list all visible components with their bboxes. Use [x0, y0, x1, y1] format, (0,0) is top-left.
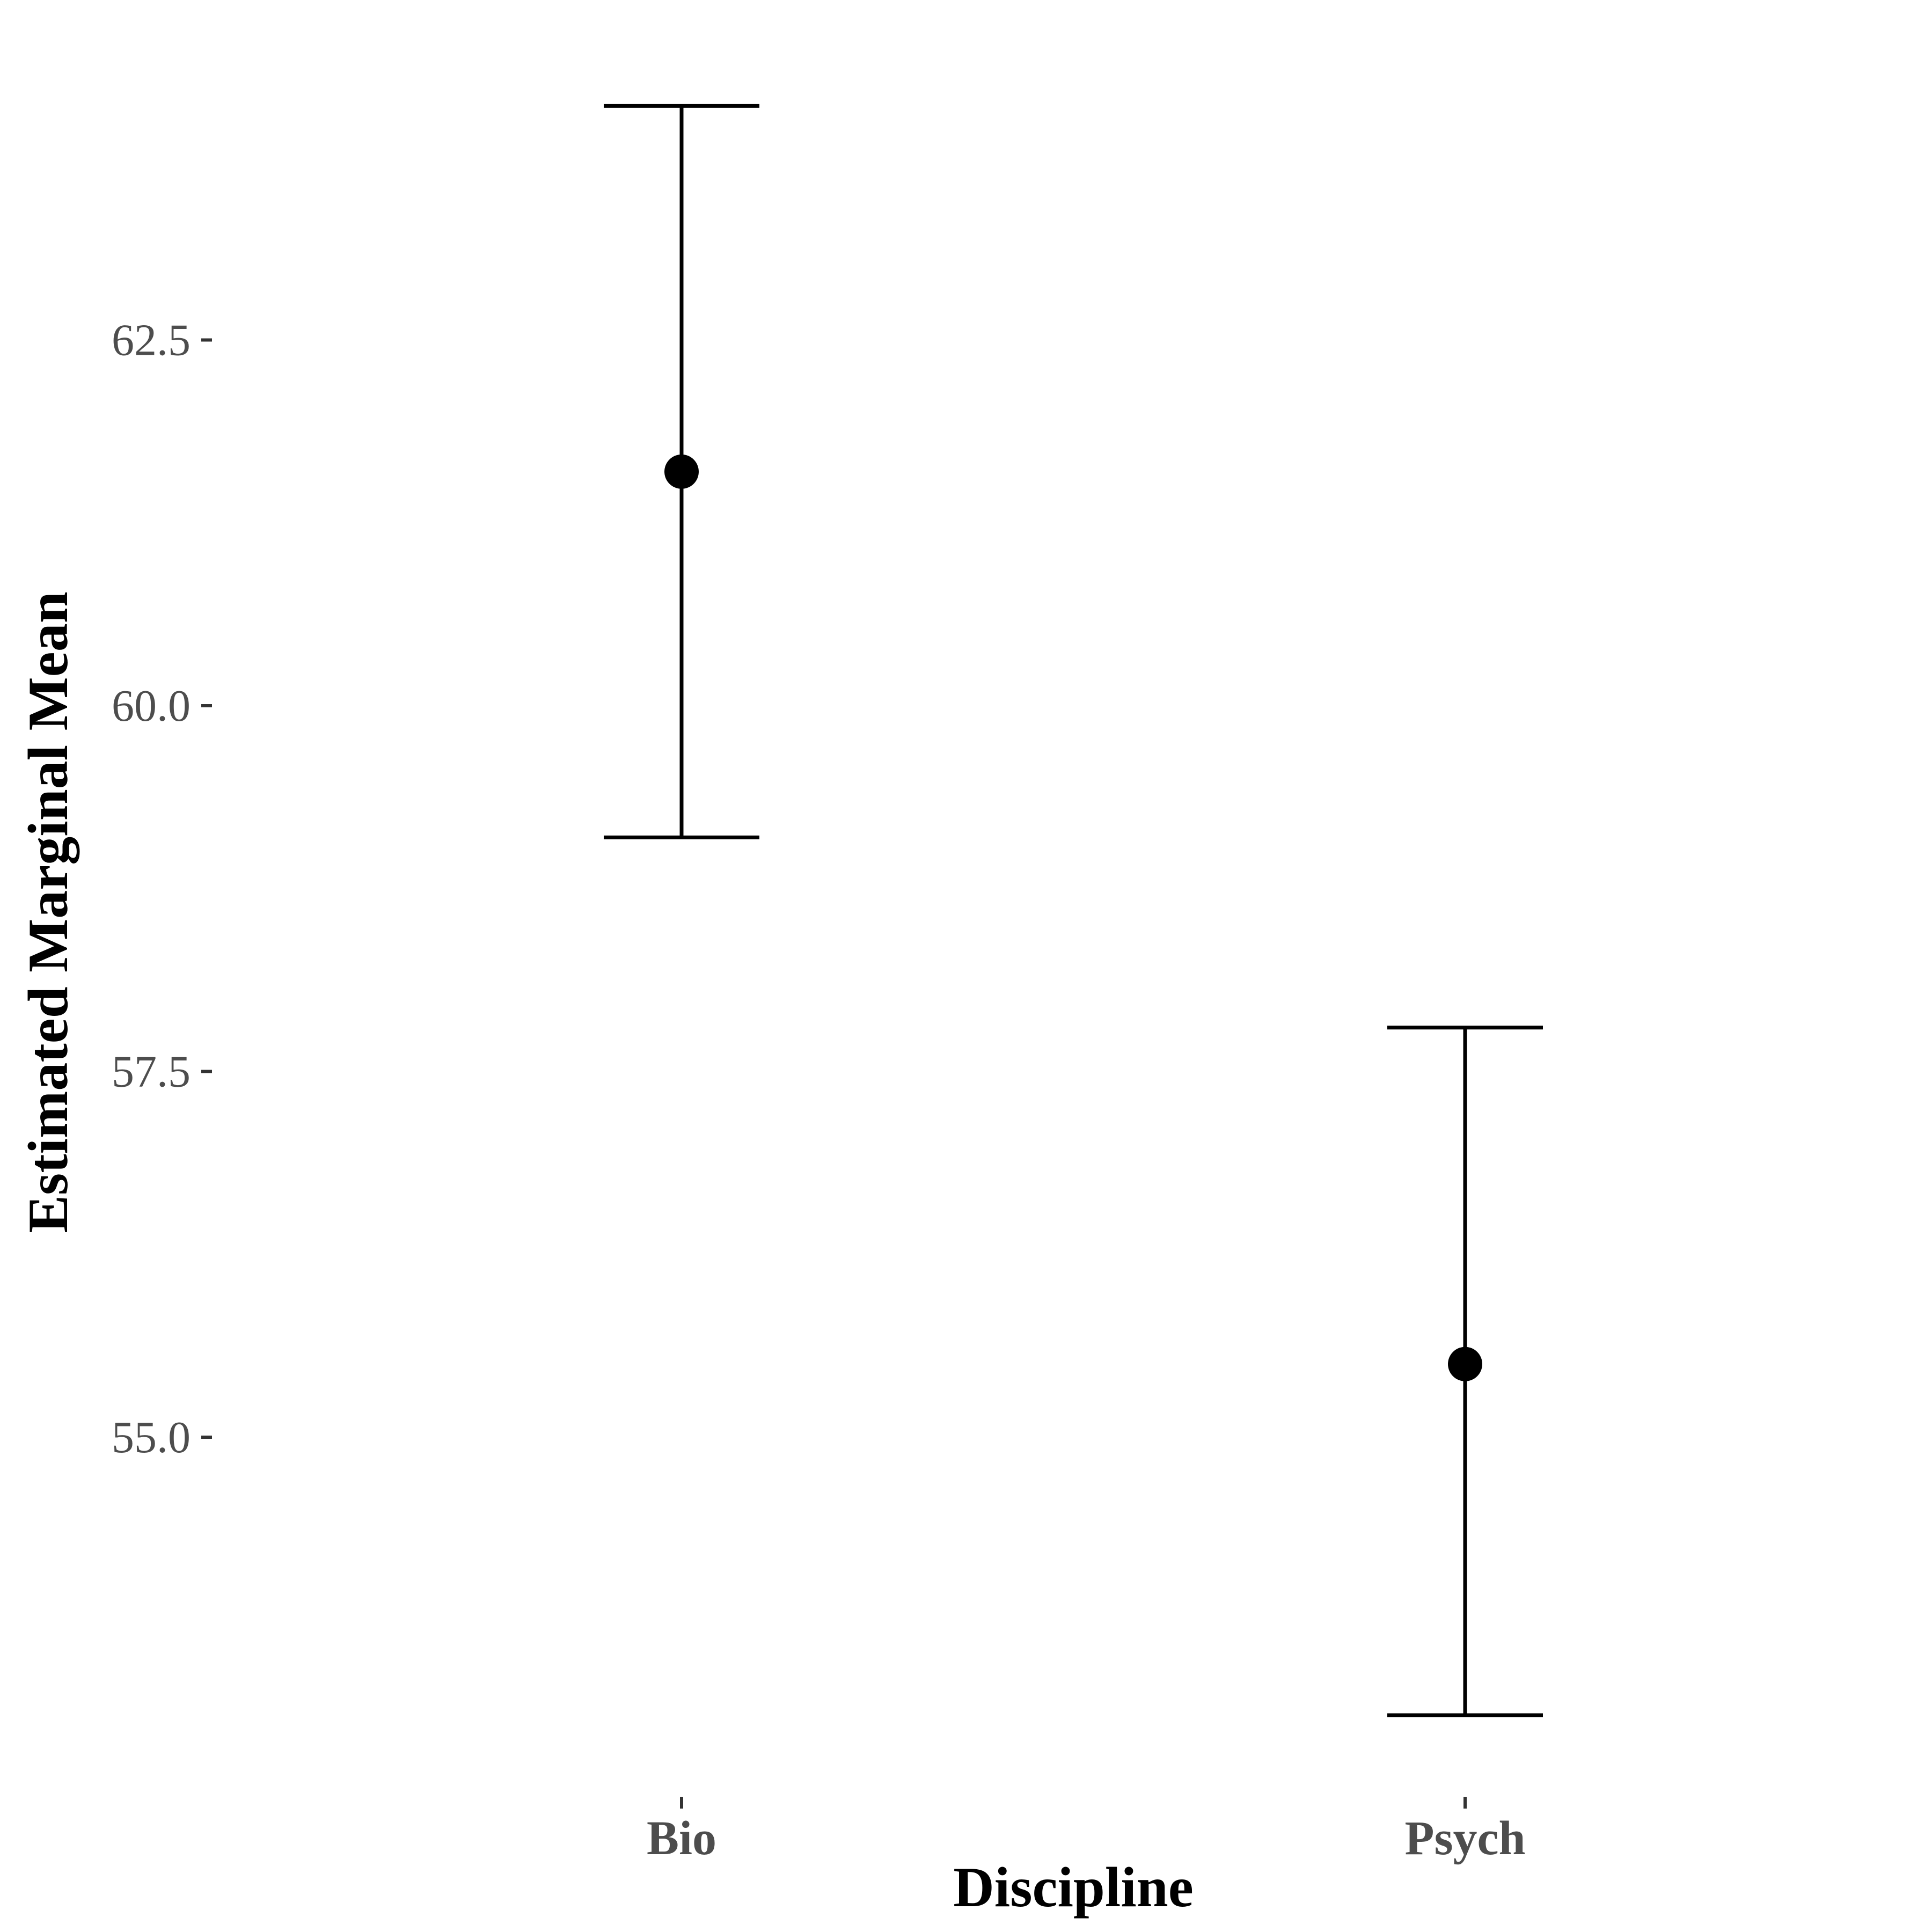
x-tick-label: Psych — [1405, 1812, 1526, 1865]
y-tick-label: 62.5 — [112, 316, 191, 365]
y-axis: 55.0 57.5 60.0 62.5 — [112, 316, 212, 1462]
plot-marks — [604, 104, 1543, 1717]
y-tick-label: 57.5 — [112, 1047, 191, 1097]
y-tick-label: 55.0 — [112, 1413, 191, 1462]
x-axis: Bio Psych — [647, 1797, 1526, 1865]
data-point — [1448, 1346, 1482, 1381]
data-point — [664, 454, 699, 489]
y-tick-label: 60.0 — [112, 681, 191, 731]
y-axis-title: Estimated Marginal Mean — [17, 591, 79, 1233]
x-tick-label: Bio — [647, 1812, 716, 1865]
x-axis-title: Discipline — [953, 1856, 1194, 1919]
